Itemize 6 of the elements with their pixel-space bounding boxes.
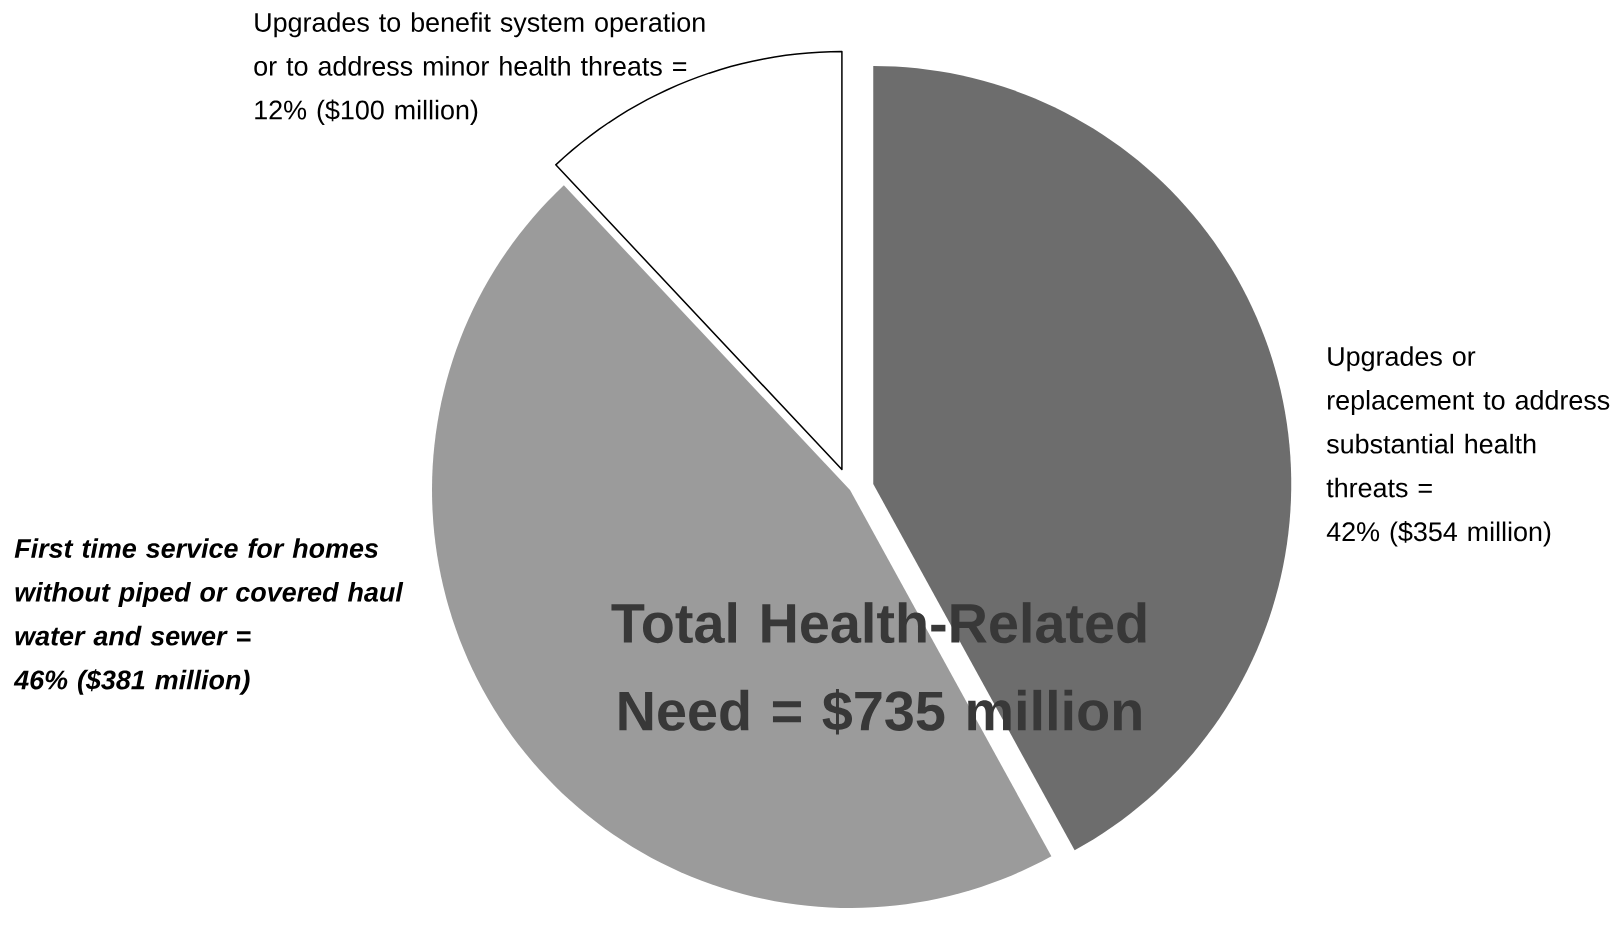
slice-label: First time service for homes without piped or covered haul water and sewer = bbox=[14, 538, 404, 646]
slice-label: Upgrades or replacement to address substantial health threats = bbox=[1326, 346, 1610, 498]
data-label: 42% ($354 million) bbox=[1326, 521, 1551, 547]
data-label: 12% ($100 million) bbox=[255, 99, 478, 125]
data-label: 46% ($381 million) bbox=[13, 669, 250, 695]
slice-label: Upgrades to benefit system operation or to address minor health threats = bbox=[254, 12, 705, 76]
